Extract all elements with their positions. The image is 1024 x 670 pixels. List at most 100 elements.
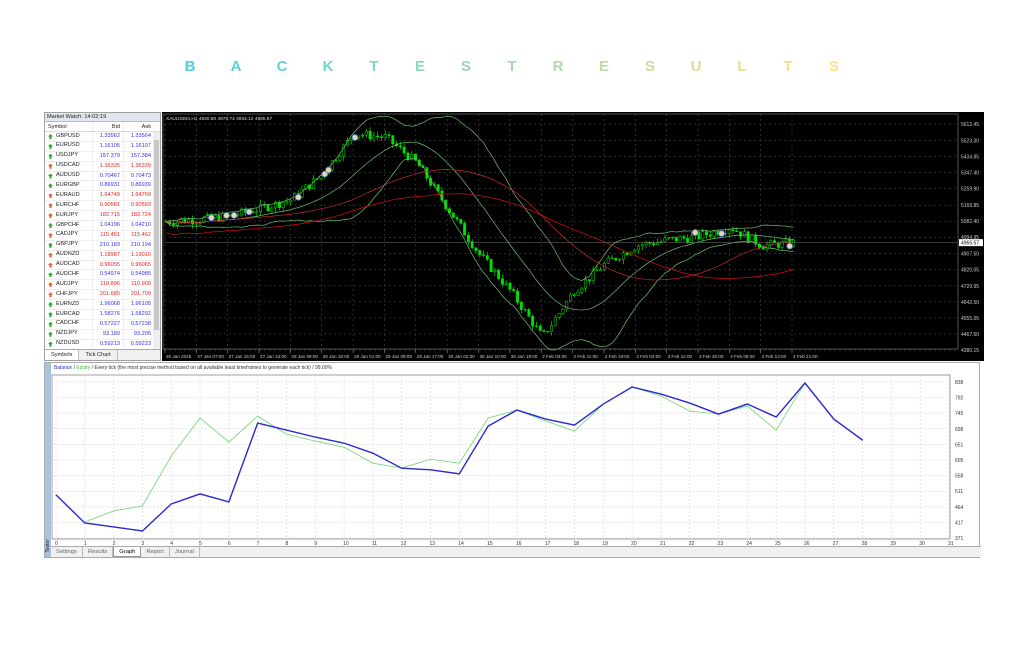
symbol: AUDUSD bbox=[56, 172, 80, 179]
time-label: 3 Feb 12:00 bbox=[668, 354, 693, 359]
x-label: 14 bbox=[458, 541, 464, 547]
chart-header: XAUUSDm,H1 4940.80 4970.74 4934.12 4965.… bbox=[166, 116, 272, 122]
market-watch-row[interactable]: CADJPY 115.451 115.462 bbox=[45, 230, 160, 241]
series-equity-line bbox=[84, 382, 863, 523]
market-watch-row[interactable]: USDJPY 157.379 157.384 bbox=[45, 151, 160, 162]
column-ask[interactable]: Ask bbox=[123, 122, 154, 131]
legend-description: / Every tick (the most precise method ba… bbox=[90, 365, 332, 371]
market-watch-row[interactable]: EURJPY 182.715 182.724 bbox=[45, 211, 160, 222]
market-watch-row[interactable]: GBPCHF 1.04196 1.04210 bbox=[45, 221, 160, 231]
market-watch-row[interactable]: AUDNZD 1.18987 1.19010 bbox=[45, 250, 160, 261]
candle-body bbox=[361, 134, 365, 137]
market-watch-row[interactable]: NZDJPY 93.189 93.205 bbox=[45, 329, 160, 340]
arrow-up-icon bbox=[48, 242, 53, 248]
candle-body bbox=[739, 231, 743, 237]
market-watch-row[interactable]: EURGBP 0.86931 0.86939 bbox=[45, 181, 160, 192]
time-label: 29 Jan 01:00 bbox=[354, 354, 381, 359]
x-label: 30 bbox=[919, 541, 925, 547]
market-watch-row[interactable]: EURAUD 1.64749 1.64769 bbox=[45, 191, 160, 202]
bid: 1.16105 bbox=[92, 141, 123, 151]
candle-body bbox=[187, 219, 191, 224]
time-label: 30 Jan 02:00 bbox=[448, 354, 475, 359]
arrow-down-icon bbox=[48, 213, 53, 219]
arrow-up-icon bbox=[48, 143, 53, 149]
data-point bbox=[689, 410, 691, 412]
ask: 110.909 bbox=[123, 280, 154, 290]
tab-settings[interactable]: Settings bbox=[51, 547, 83, 557]
candle-body bbox=[463, 223, 467, 236]
x-label: 20 bbox=[631, 541, 637, 547]
symbol: EURJPY bbox=[56, 211, 79, 218]
bid: 0.86931 bbox=[92, 181, 123, 191]
x-label: 10 bbox=[343, 541, 349, 547]
tab-graph[interactable]: Graph bbox=[113, 547, 142, 557]
tab-results[interactable]: Results bbox=[83, 547, 114, 557]
ask: 0.59223 bbox=[123, 339, 154, 349]
x-label: 19 bbox=[602, 541, 608, 547]
candle-body bbox=[712, 230, 716, 237]
scrollbar-thumb[interactable] bbox=[154, 140, 159, 330]
x-label: 3 bbox=[141, 541, 144, 547]
x-label: 16 bbox=[516, 541, 522, 547]
market-watch-row[interactable]: USDCAD 1.36335 1.36339 bbox=[45, 161, 160, 172]
market-watch-row[interactable]: AUDJPY 110.896 110.909 bbox=[45, 280, 160, 291]
time-label: 29 Jan 17:00 bbox=[417, 354, 444, 359]
candle-body bbox=[500, 278, 504, 285]
tab-tick-chart[interactable]: Tick Chart bbox=[79, 350, 118, 360]
market-watch-row[interactable]: AUDCAD 0.96055 0.96065 bbox=[45, 260, 160, 271]
candle-body bbox=[746, 231, 750, 242]
ask: 93.205 bbox=[123, 329, 154, 339]
moving-average-fast bbox=[165, 169, 794, 281]
candle-body bbox=[761, 247, 765, 250]
title-letter: S bbox=[460, 58, 471, 75]
graph-frame bbox=[51, 374, 951, 540]
market-watch-row[interactable]: CADCHF 0.57227 0.57238 bbox=[45, 319, 160, 330]
candle-body bbox=[285, 201, 289, 203]
y-label: 464 bbox=[955, 505, 964, 511]
data-point bbox=[746, 405, 748, 407]
candle-body bbox=[640, 244, 644, 247]
candle-body bbox=[345, 140, 349, 146]
tab-journal[interactable]: Journal bbox=[170, 547, 200, 557]
market-watch-row[interactable]: GBPUSD 1.33562 1.33564 bbox=[45, 132, 160, 142]
tab-report[interactable]: Report bbox=[141, 547, 170, 557]
candle-body bbox=[625, 252, 629, 256]
candle-body bbox=[183, 219, 187, 224]
ask: 1.16107 bbox=[123, 141, 154, 151]
candle-body bbox=[270, 207, 274, 212]
candle-body bbox=[194, 223, 198, 225]
x-label: 24 bbox=[746, 541, 752, 547]
trade-marker-icon bbox=[230, 211, 238, 219]
market-watch-row[interactable]: EURNZD 1.96068 1.96105 bbox=[45, 300, 160, 311]
column-bid[interactable]: Bid bbox=[92, 122, 123, 131]
market-watch-row[interactable]: EURUSD 1.16105 1.16107 bbox=[45, 141, 160, 152]
symbol: EURNZD bbox=[56, 300, 80, 307]
candle-body bbox=[689, 235, 693, 243]
candle-body bbox=[606, 257, 610, 264]
price-label: 5612.45 bbox=[961, 122, 979, 128]
candle-body bbox=[527, 309, 531, 317]
candle-body bbox=[659, 240, 663, 243]
market-watch-row[interactable]: EURCAD 1.58276 1.58292 bbox=[45, 310, 160, 320]
column-symbol[interactable]: Symbol bbox=[48, 123, 67, 130]
data-point bbox=[84, 522, 86, 524]
market-watch-row[interactable]: AUDCHF 0.54974 0.54985 bbox=[45, 270, 160, 281]
market-watch-row[interactable]: GBPJPY 210.183 210.194 bbox=[45, 240, 160, 251]
market-watch-row[interactable]: EURCHF 0.90581 0.90593 bbox=[45, 201, 160, 212]
x-label: 13 bbox=[429, 541, 435, 547]
tab-symbols[interactable]: Symbols bbox=[45, 350, 80, 360]
symbol: AUDJPY bbox=[56, 280, 79, 287]
time-label: 28 Jan 08:00 bbox=[291, 354, 318, 359]
ask: 0.57238 bbox=[123, 319, 154, 329]
chart-frame bbox=[162, 113, 959, 350]
candle-body bbox=[255, 211, 259, 214]
candle-body bbox=[274, 201, 278, 209]
market-watch-row[interactable]: CHFJPY 201.685 201.709 bbox=[45, 290, 160, 301]
market-watch-panel: Market Watch: 14:02:19 Symbol Bid Ask GB… bbox=[44, 112, 161, 361]
scrollbar[interactable] bbox=[153, 132, 160, 350]
data-point bbox=[775, 416, 777, 418]
candle-body bbox=[569, 294, 572, 302]
time-label: 2 Feb 19:00 bbox=[605, 354, 630, 359]
market-watch-row[interactable]: AUDUSD 0.70467 0.70473 bbox=[45, 171, 160, 182]
price-chart[interactable]: 5612.45 5523.30 5434.85 5347.40 5259.90 5169.… bbox=[162, 112, 984, 361]
